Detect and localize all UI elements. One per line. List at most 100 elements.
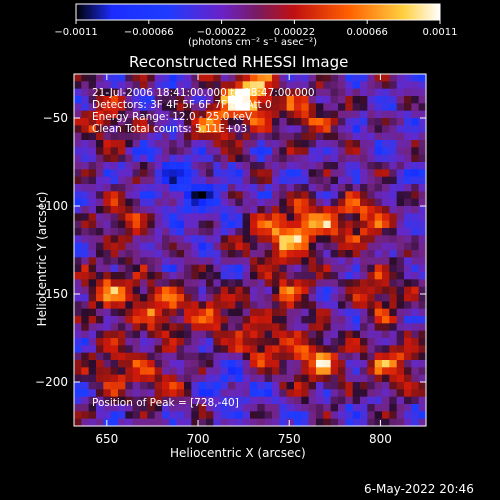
heatmap-cell <box>316 294 324 302</box>
heatmap-cell <box>235 81 244 90</box>
heatmap-cell <box>228 118 236 126</box>
heatmap-cell <box>330 316 339 324</box>
heatmap-cell <box>286 352 295 361</box>
heatmap-cell <box>103 162 112 170</box>
heatmap-cell <box>367 301 376 310</box>
heatmap-cell <box>147 250 156 258</box>
heatmap-cell <box>220 235 229 244</box>
heatmap-cell <box>279 88 288 97</box>
heatmap-cell <box>162 191 170 200</box>
heatmap-cell <box>330 198 339 207</box>
heatmap-cell <box>132 154 141 163</box>
heatmap-cell <box>257 345 266 354</box>
heatmap-cell <box>308 396 317 405</box>
heatmap-cell <box>279 301 288 310</box>
heatmap-cell <box>213 301 222 310</box>
heatmap-cell <box>411 184 420 192</box>
heatmap-cell <box>257 140 266 148</box>
heatmap-cell <box>88 323 97 332</box>
heatmap-cell <box>323 360 332 368</box>
heatmap-cell <box>374 264 383 273</box>
heatmap-cell <box>154 301 163 310</box>
heatmap-cell <box>132 360 141 368</box>
heatmap-cell <box>323 132 332 141</box>
heatmap-cell <box>103 286 112 295</box>
heatmap-cell <box>162 140 170 148</box>
heatmap-cell <box>345 367 354 376</box>
heatmap-cell <box>176 220 185 229</box>
heatmap-cell <box>110 118 119 126</box>
heatmap-cell <box>389 88 398 97</box>
heatmap-cell <box>316 140 324 148</box>
heatmap-cell <box>96 228 104 236</box>
heatmap-cell <box>206 191 214 200</box>
heatmap-cell <box>272 374 280 383</box>
heatmap-cell <box>382 301 390 310</box>
heatmap-cell <box>235 338 244 346</box>
heatmap-cell <box>272 316 280 324</box>
heatmap-cell <box>264 88 273 97</box>
heatmap-cell <box>88 257 97 266</box>
heatmap-cell <box>176 257 185 266</box>
heatmap-cell <box>382 103 390 112</box>
heatmap-cell <box>257 279 266 288</box>
heatmap-cell <box>242 382 251 390</box>
heatmap-cell <box>301 125 310 134</box>
heatmap-cell <box>110 74 119 82</box>
heatmap-cell <box>191 198 200 207</box>
heatmap-cell <box>374 367 383 376</box>
heatmap-cell <box>228 404 236 412</box>
heatmap-cell <box>132 404 141 412</box>
heatmap-cell <box>411 257 420 266</box>
heatmap-cell <box>338 382 346 390</box>
heatmap-cell <box>169 184 178 192</box>
heatmap-cell <box>118 88 126 97</box>
heatmap-cell <box>235 198 244 207</box>
heatmap-cell <box>272 323 280 332</box>
heatmap-cell <box>316 118 324 126</box>
heatmap-cell <box>162 272 170 280</box>
heatmap-cell <box>206 169 214 178</box>
heatmap-cell <box>352 286 361 295</box>
heatmap-cell <box>220 110 229 119</box>
heatmap-cell <box>345 389 354 398</box>
heatmap-cell <box>206 220 214 229</box>
heatmap-cell <box>323 367 332 376</box>
colorbar-tick-label: −0.00022 <box>197 27 247 38</box>
heatmap-cell <box>147 286 156 295</box>
heatmap-cell <box>125 235 134 244</box>
heatmap-cell <box>147 220 156 229</box>
heatmap-cell <box>242 279 251 288</box>
heatmap-cell <box>411 176 420 185</box>
heatmap-cell <box>110 250 119 258</box>
heatmap-cell <box>140 140 148 148</box>
heatmap-cell <box>257 74 266 82</box>
heatmap-cell <box>316 367 324 376</box>
heatmap-cell <box>272 367 280 376</box>
heatmap-cell <box>74 396 82 405</box>
heatmap-cell <box>118 338 126 346</box>
heatmap-cell <box>206 418 214 427</box>
heatmap-cell <box>308 352 317 361</box>
heatmap-cell <box>176 184 185 192</box>
heatmap-cell <box>184 198 192 207</box>
heatmap-cell <box>88 404 97 412</box>
heatmap-cell <box>220 162 229 170</box>
heatmap-cell <box>374 279 383 288</box>
heatmap-cell <box>301 74 310 82</box>
heatmap-cell <box>301 330 310 339</box>
heatmap-cell <box>103 110 112 119</box>
heatmap-cell <box>154 411 163 420</box>
heatmap-cell <box>250 396 258 405</box>
heatmap-cell <box>338 125 346 134</box>
heatmap-cell <box>330 162 339 170</box>
heatmap-cell <box>147 301 156 310</box>
heatmap-cell <box>176 110 185 119</box>
heatmap-cell <box>147 411 156 420</box>
heatmap-cell <box>96 242 104 251</box>
heatmap-cell <box>147 169 156 178</box>
heatmap-cell <box>169 316 178 324</box>
heatmap-cell <box>345 250 354 258</box>
heatmap-cell <box>118 301 126 310</box>
heatmap-cell <box>308 220 317 229</box>
